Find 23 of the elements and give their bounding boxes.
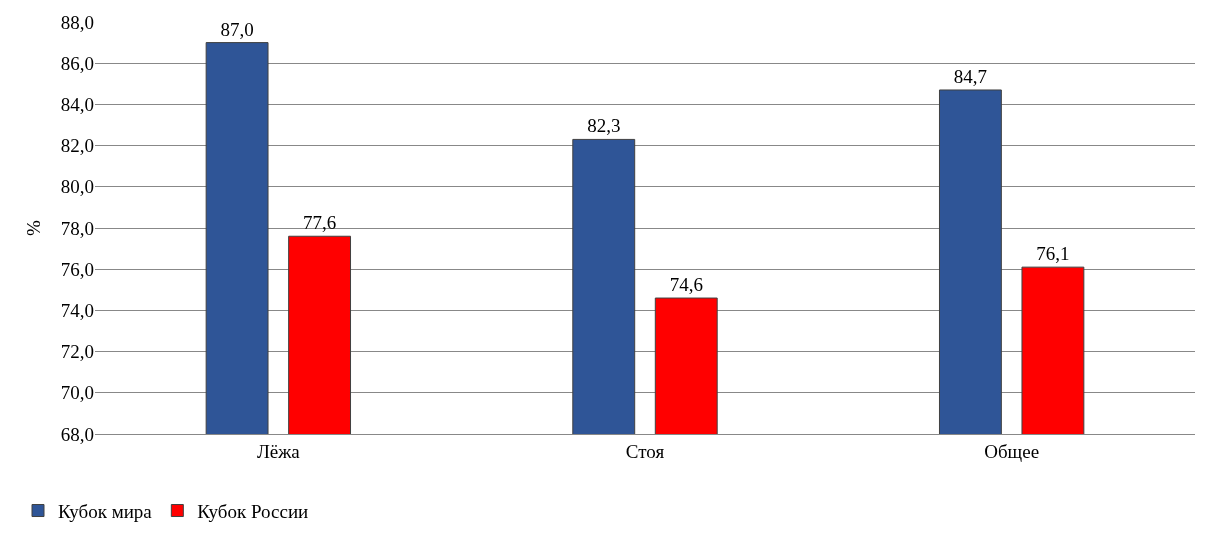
data-label: 74,6: [669, 274, 703, 296]
y-tick-label: 74,0: [60, 300, 94, 322]
data-label: 82,3: [587, 115, 621, 137]
y-tick-label: 88,0: [60, 11, 94, 33]
y-tick-label: 80,0: [60, 176, 94, 198]
data-label: 76,1: [1036, 243, 1070, 265]
legend-label: Кубок России: [197, 500, 309, 522]
x-tick-label: Общее: [984, 440, 1040, 462]
data-label: 84,7: [953, 65, 988, 87]
x-tick-label: Лёжа: [256, 440, 301, 462]
y-tick-label: 70,0: [60, 382, 94, 404]
y-tick-label: 76,0: [60, 258, 94, 280]
y-tick-label: 82,0: [60, 135, 94, 157]
legend-label: Кубок мира: [58, 500, 153, 522]
data-label: 77,6: [302, 212, 337, 234]
y-tick-label: 86,0: [60, 52, 94, 74]
y-tick-label: 72,0: [60, 341, 94, 363]
y-tick-label: 84,0: [60, 94, 94, 116]
y-axis-title: %: [22, 219, 44, 236]
data-label: 87,0: [220, 18, 254, 40]
y-tick-label: 78,0: [60, 217, 94, 239]
y-tick-label: 68,0: [60, 423, 94, 445]
x-tick-label: Стоя: [625, 440, 665, 462]
